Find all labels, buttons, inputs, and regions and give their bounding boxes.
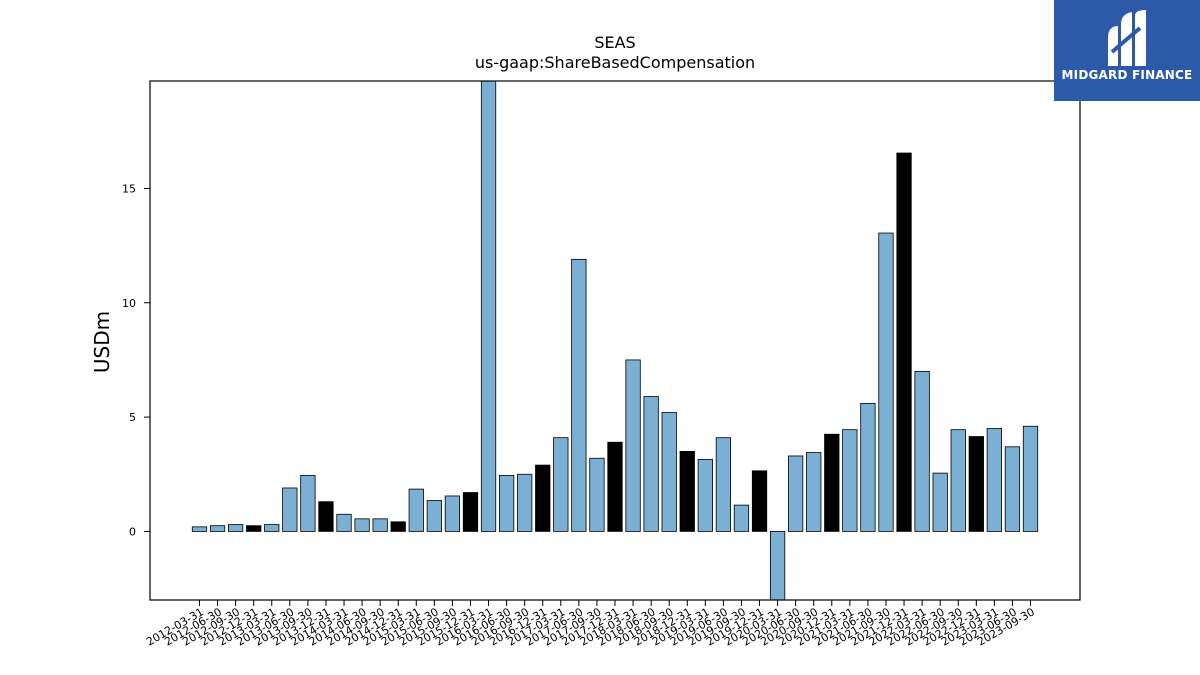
midgard-logo-icon — [1108, 10, 1146, 66]
bar-2016-12-31 — [535, 464, 551, 532]
bar-2016-09-30 — [517, 473, 533, 532]
y-axis-ticks: 0 5 10 15 — [122, 182, 150, 538]
bar-2020-03-31 — [769, 531, 786, 601]
bar-2013-12-31 — [318, 501, 334, 532]
bar-2021-06-30 — [860, 402, 876, 532]
bar-2016-03-31 — [480, 80, 497, 532]
bar-2019-06-30 — [715, 437, 732, 532]
y-axis-label: USDm — [90, 311, 114, 373]
bar-2020-09-30 — [806, 452, 822, 532]
bar-2012-03-31 — [191, 526, 208, 532]
chart-subtitle: us-gaap:ShareBasedCompensation — [475, 53, 755, 72]
midgard-finance-logo: MIDGARD FINANCE — [1054, 0, 1200, 101]
bar-2022-12-31 — [968, 436, 984, 532]
bar-2022-06-30 — [932, 472, 948, 532]
bar-2015-06-30 — [426, 500, 442, 532]
bar-2013-06-30 — [282, 487, 298, 532]
bar-2014-03-31 — [336, 513, 352, 532]
bar-2022-09-30 — [950, 429, 966, 532]
y-tick-label: 5 — [129, 411, 136, 424]
bar-2014-09-30 — [372, 518, 388, 532]
bar-2020-12-31 — [824, 433, 840, 532]
y-tick-label: 0 — [129, 525, 136, 538]
bar-2019-09-30 — [733, 504, 750, 532]
bar-2013-09-30 — [300, 474, 316, 532]
bar-2014-12-31 — [390, 521, 406, 532]
bar-2012-12-31 — [246, 525, 262, 532]
bar-2017-09-30 — [589, 457, 605, 532]
bar-2016-06-30 — [498, 474, 515, 532]
bar-2018-06-30 — [643, 396, 659, 532]
bar-2012-06-30 — [209, 525, 226, 532]
y-tick-label: 10 — [122, 297, 136, 310]
bar-2021-12-31 — [896, 152, 912, 532]
bar-2023-06-30 — [1004, 446, 1021, 532]
bar-2014-06-30 — [354, 518, 370, 532]
bars-group — [191, 80, 1039, 601]
bar-2023-09-30 — [1022, 425, 1039, 532]
plot-frame — [149, 80, 1081, 601]
bar-2018-12-31 — [679, 450, 695, 532]
bar-2015-12-31 — [462, 492, 479, 532]
bar-2012-09-30 — [227, 524, 244, 532]
bar-2021-09-30 — [878, 232, 894, 532]
bar-2020-06-30 — [788, 455, 804, 532]
bar-2023-03-31 — [986, 428, 1002, 532]
y-tick-label: 15 — [122, 182, 136, 195]
bar-2013-03-31 — [264, 524, 280, 532]
bar-2018-09-30 — [661, 412, 677, 532]
chart-title: SEAS — [594, 33, 635, 52]
bar-2022-03-31 — [914, 370, 930, 532]
bar-2017-03-31 — [553, 437, 569, 532]
logo-text: MIDGARD FINANCE — [1061, 68, 1193, 82]
bar-2015-09-30 — [444, 495, 461, 532]
bar-2015-03-31 — [408, 488, 424, 532]
bar-2021-03-31 — [842, 429, 858, 532]
bar-2019-12-31 — [751, 470, 768, 532]
bar-2017-12-31 — [607, 441, 623, 532]
bar-2018-03-31 — [625, 359, 641, 532]
bar-2019-03-31 — [697, 458, 713, 532]
x-axis-ticks: 2012-03-312012-06-302012-09-302012-12-31… — [144, 600, 1037, 649]
bar-2017-06-30 — [571, 258, 587, 532]
